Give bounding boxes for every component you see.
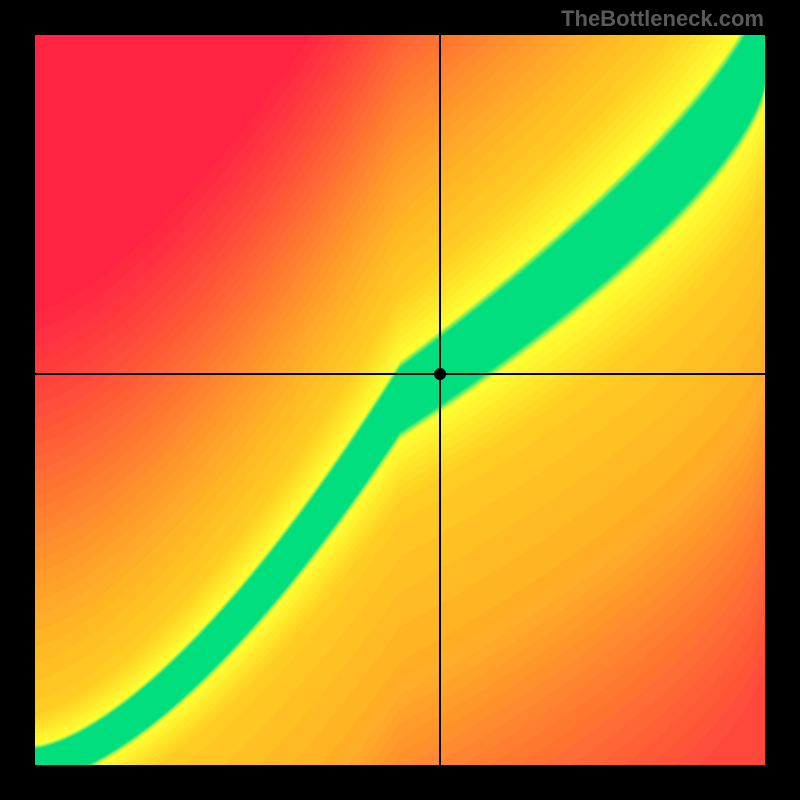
watermark-text: TheBottleneck.com	[561, 6, 764, 32]
crosshair-horizontal	[35, 373, 765, 375]
data-point-marker	[434, 368, 446, 380]
crosshair-vertical	[439, 35, 441, 765]
heatmap-canvas	[35, 35, 765, 765]
chart-container: TheBottleneck.com	[0, 0, 800, 800]
